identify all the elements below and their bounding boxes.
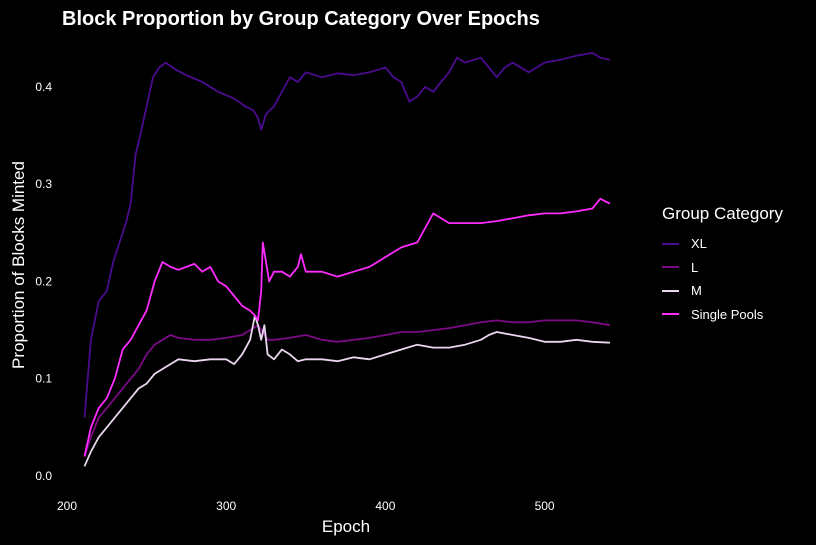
legend-item: L: [662, 256, 783, 280]
y-tick-label: 0.0: [35, 469, 52, 483]
x-tick-label: 400: [375, 499, 395, 513]
y-tick-label: 0.1: [35, 372, 52, 386]
chart-title: Block Proportion by Group Category Over …: [62, 8, 540, 30]
legend-item: Single Pools: [662, 303, 783, 327]
series-line-single-pools: [83, 197, 611, 457]
x-axis-label: Epoch: [322, 517, 370, 536]
legend-items: XL L M Single Pools: [662, 232, 783, 326]
legend-label: Single Pools: [691, 306, 764, 322]
x-tick-label: 200: [57, 499, 77, 513]
y-axis-label: Proportion of Blocks Minted: [9, 161, 28, 369]
y-axis-ticks: 0.0 0.1 0.2 0.3 0.4: [35, 80, 52, 483]
y-tick-label: 0.2: [35, 274, 52, 288]
legend-label: XL: [691, 236, 707, 252]
legend: Group Category XL L M Single Pools: [662, 204, 783, 326]
x-tick-label: 500: [535, 499, 555, 513]
legend-key: [662, 313, 679, 316]
y-tick-label: 0.4: [35, 80, 52, 94]
legend-key: [662, 289, 679, 292]
legend-key: [662, 242, 679, 245]
x-tick-label: 300: [216, 499, 236, 513]
legend-title: Group Category: [662, 204, 783, 223]
legend-item: M: [662, 279, 783, 303]
legend-label: L: [691, 259, 699, 275]
legend-key: [662, 266, 679, 269]
y-tick-label: 0.3: [35, 177, 52, 191]
legend-item: XL: [662, 232, 783, 256]
series-lines: [83, 52, 611, 467]
x-axis-ticks: 200 300 400 500: [57, 499, 555, 513]
legend-label: M: [691, 283, 702, 299]
series-line-m: [83, 314, 610, 467]
series-line-xl: [83, 52, 611, 418]
series-line-l: [83, 319, 611, 457]
